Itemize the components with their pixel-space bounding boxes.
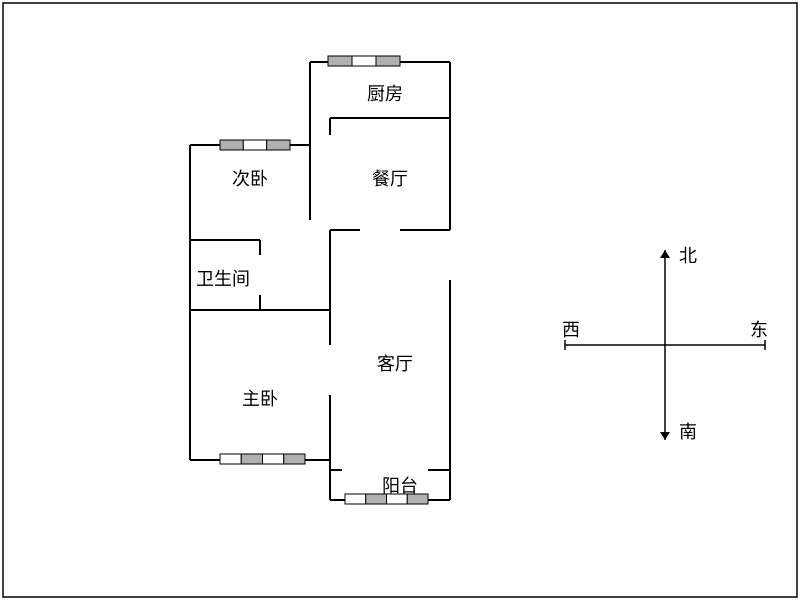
room-label-bathroom: 卫生间 [196,269,250,289]
window-segment [267,140,290,150]
window-segment [376,56,400,66]
windows [220,56,428,504]
window-segment [345,494,366,504]
compass-label-north: 北 [679,246,697,266]
compass: 北南 西 东 [562,246,768,442]
window-segment [241,454,262,464]
compass-label-west: 西 [562,320,580,340]
compass-label-south: 南 [679,422,697,442]
room-label-master_br: 主卧 [242,389,278,409]
room-label-balcony: 阳台 [382,476,418,496]
window-segment [243,140,266,150]
window-segment [220,140,243,150]
room-label-kitchen: 厨房 [367,84,403,104]
room-label-second_br: 次卧 [232,169,268,189]
floor-plan-diagram: 厨房餐厅 次卧卫生间主卧 客厅阳台 北南 西 东 [0,0,800,600]
compass-arrow-s [660,432,670,440]
room-label-living: 客厅 [377,354,413,374]
compass-arrow-n [660,250,670,258]
window-segment [263,454,284,464]
window-segment [220,454,241,464]
window-segment [352,56,376,66]
window-segment [284,454,305,464]
window-segment [328,56,352,66]
compass-label-east: 东 [750,320,768,340]
room-label-dining: 餐厅 [372,169,408,189]
